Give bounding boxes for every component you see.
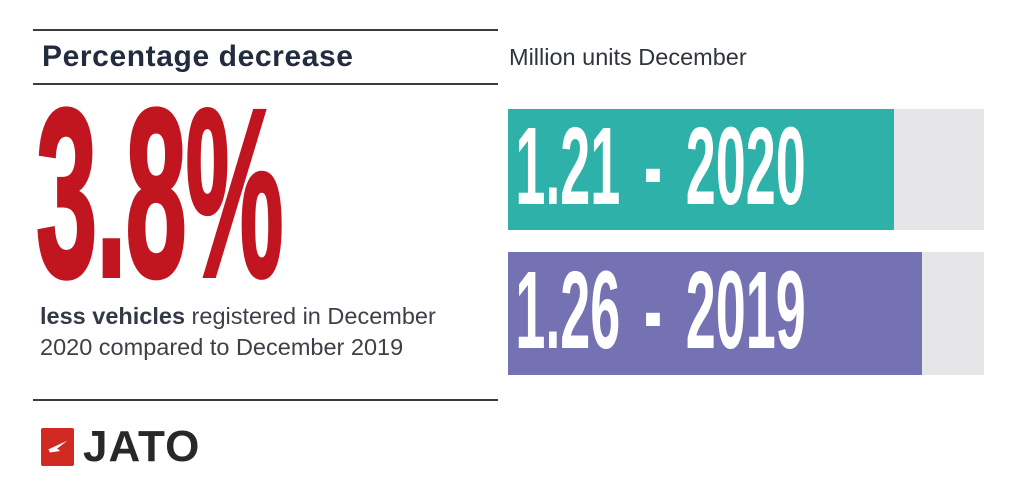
bar-label-2019: 1.26 - 2019	[515, 248, 806, 372]
left-panel: Percentage decrease 3.8% less vehicles r…	[33, 0, 498, 492]
divider-bottom	[33, 399, 498, 401]
description-rest: registered in December 2020 compared to …	[40, 303, 436, 360]
percentage-decrease-value: 3.8%	[35, 59, 284, 327]
jato-logo: JATO	[41, 422, 201, 471]
divider-top	[33, 29, 498, 31]
jato-logo-text: JATO	[83, 422, 201, 471]
description-text: less vehicles registered in December 202…	[40, 301, 492, 363]
bar-label-2020: 1.21 - 2020	[515, 104, 806, 228]
divider-under-title	[33, 83, 498, 85]
bar-track-2019: 1.26 - 2019	[508, 252, 984, 375]
bar-track-2020: 1.21 - 2020	[508, 109, 984, 230]
chart-panel: Million units December 1.21 - 2020 1.26 …	[508, 0, 984, 492]
chart-title: Million units December	[509, 44, 747, 70]
bar-2019: 1.26 - 2019	[508, 248, 923, 375]
bar-2020: 1.21 - 2020	[508, 109, 894, 230]
section-title-percentage-decrease: Percentage decrease	[42, 40, 354, 73]
jato-arrow-icon	[41, 428, 74, 466]
description-bold: less vehicles	[40, 303, 186, 329]
